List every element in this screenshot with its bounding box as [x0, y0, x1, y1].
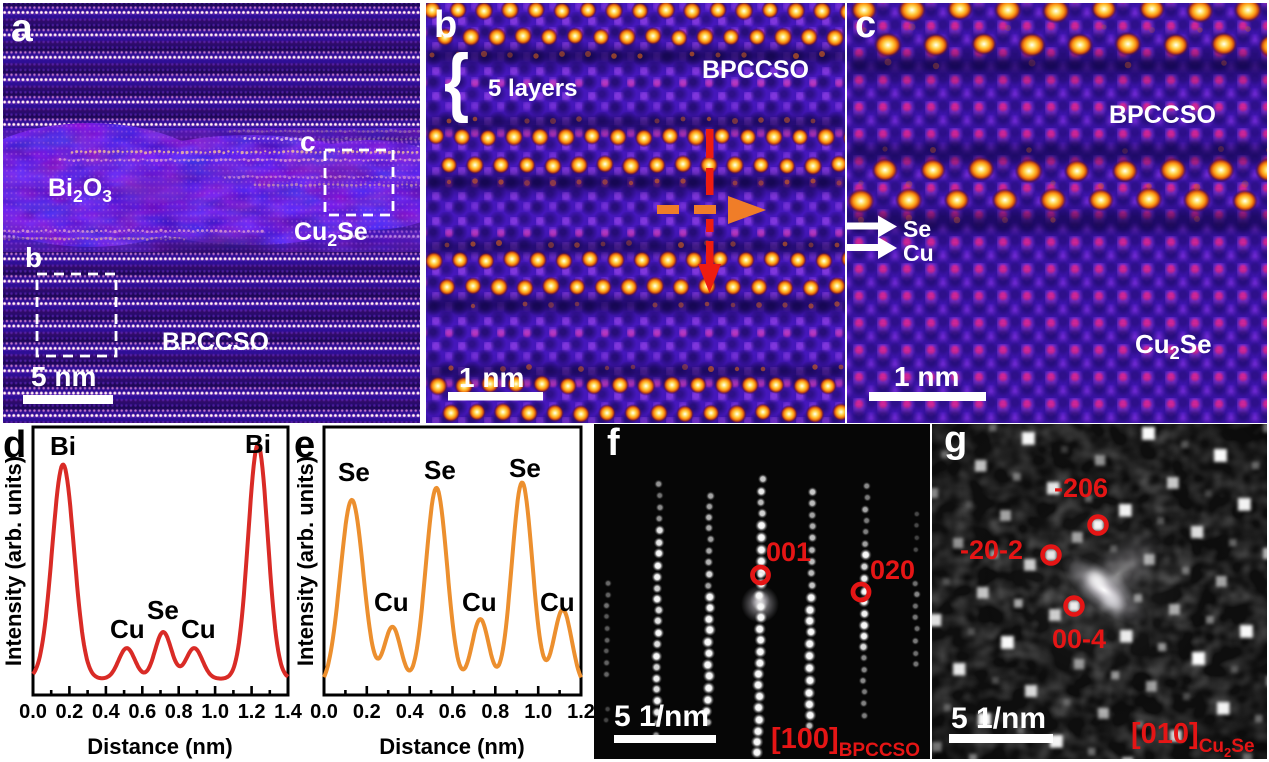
- svg-text:g: g: [944, 424, 967, 461]
- svg-text:d: d: [3, 424, 26, 466]
- svg-text:e: e: [294, 424, 315, 466]
- svg-text:f: f: [607, 424, 620, 464]
- svg-text:00-4: 00-4: [1052, 624, 1106, 654]
- svg-text:Cu: Cu: [462, 587, 497, 617]
- svg-text:-20-2: -20-2: [960, 535, 1023, 565]
- svg-text:Cu: Cu: [181, 614, 216, 644]
- svg-text:0.2: 0.2: [55, 701, 83, 723]
- svg-text:0.4: 0.4: [92, 701, 121, 723]
- svg-text:0.2: 0.2: [353, 701, 381, 723]
- svg-text:Se: Se: [338, 457, 370, 487]
- svg-text:0.0: 0.0: [310, 701, 338, 723]
- svg-text:0.8: 0.8: [165, 701, 193, 723]
- svg-text:1.2: 1.2: [567, 701, 594, 723]
- svg-text:0.8: 0.8: [481, 701, 509, 723]
- svg-text:Bi: Bi: [50, 431, 76, 461]
- svg-text:0.0: 0.0: [19, 701, 47, 723]
- svg-text:1.4: 1.4: [274, 701, 303, 723]
- svg-text:0.4: 0.4: [396, 701, 425, 723]
- svg-text:Se: Se: [424, 455, 456, 485]
- svg-text:Bi: Bi: [245, 429, 271, 459]
- svg-text:001: 001: [766, 537, 811, 567]
- svg-text:Cu: Cu: [110, 614, 145, 644]
- svg-text:Cu: Cu: [374, 587, 409, 617]
- svg-text:5 1/nm: 5 1/nm: [614, 700, 709, 733]
- svg-text:Distance (nm): Distance (nm): [379, 734, 524, 759]
- svg-text:0.6: 0.6: [128, 701, 156, 723]
- svg-text:0.6: 0.6: [439, 701, 467, 723]
- svg-text:020: 020: [870, 555, 915, 585]
- svg-text:Intensity (arb. units): Intensity (arb. units): [1, 456, 26, 666]
- svg-text:[100]BPCCSO: [100]BPCCSO: [771, 723, 920, 761]
- svg-text:Se: Se: [509, 453, 541, 483]
- svg-text:1.2: 1.2: [238, 701, 266, 723]
- svg-text:-206: -206: [1054, 473, 1108, 503]
- svg-text:Intensity (arb. units): Intensity (arb. units): [293, 456, 318, 666]
- svg-text:1.0: 1.0: [201, 701, 229, 723]
- svg-text:Distance (nm): Distance (nm): [87, 734, 232, 759]
- svg-text:Se: Se: [147, 595, 179, 625]
- svg-text:5 1/nm: 5 1/nm: [951, 702, 1046, 735]
- svg-text:Cu: Cu: [540, 587, 575, 617]
- svg-text:1.0: 1.0: [524, 701, 552, 723]
